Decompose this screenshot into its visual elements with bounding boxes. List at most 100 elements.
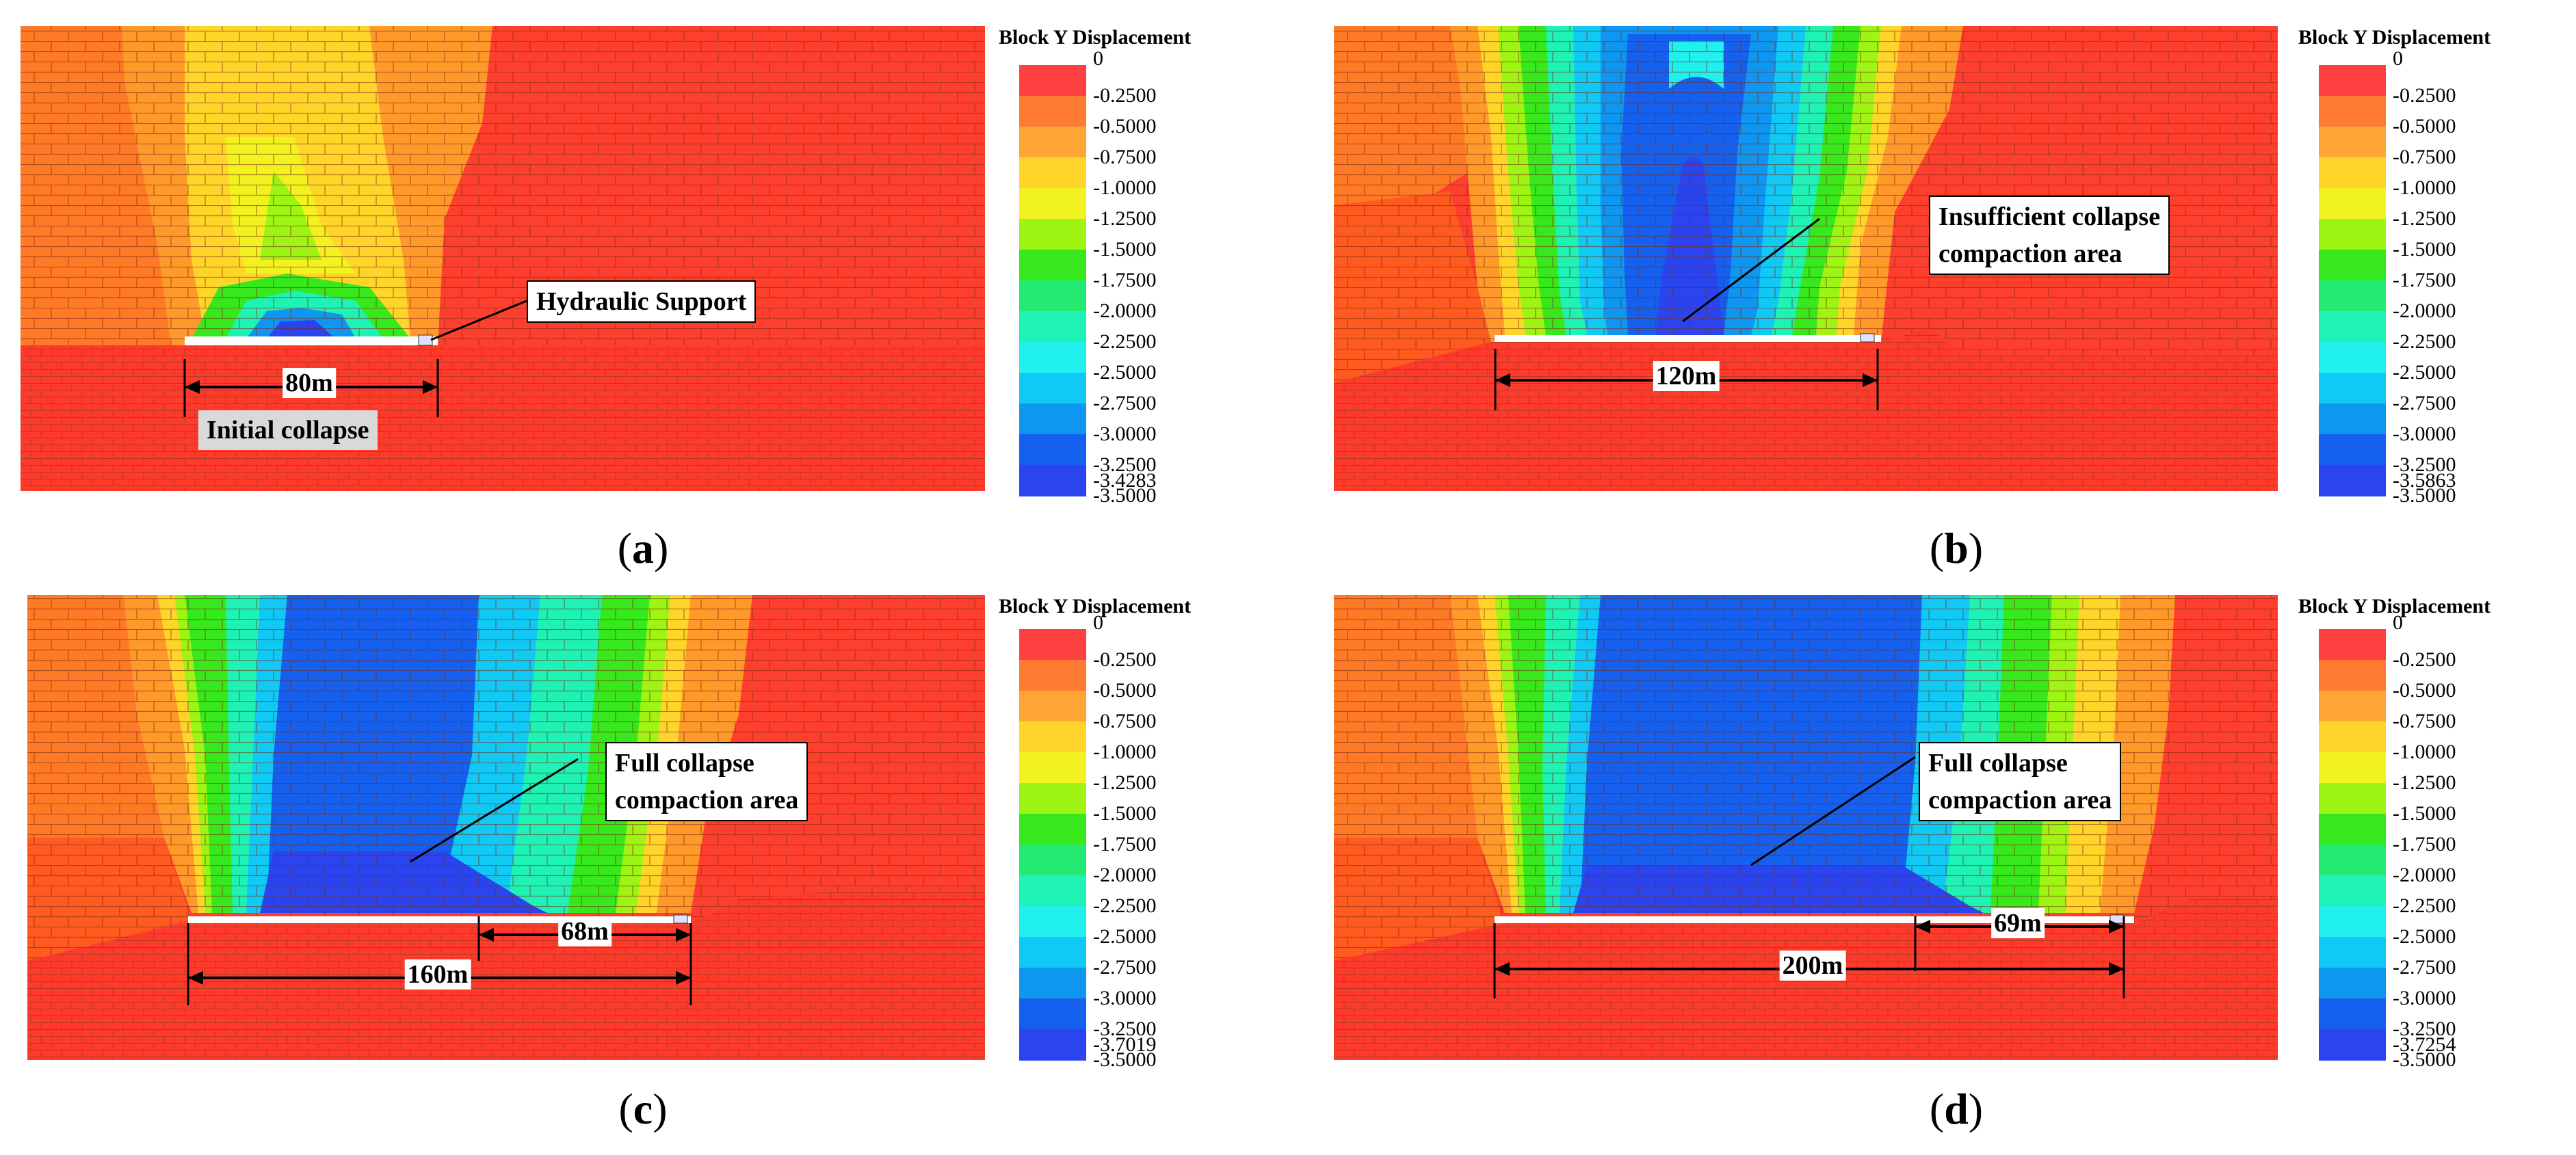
legend-swatch: [1019, 629, 1086, 661]
legend-swatch: [1019, 96, 1086, 127]
legend-label: -2.7500: [1093, 956, 1157, 979]
legend-label: -3.5863: [2393, 468, 2456, 492]
panel-label-a: (a): [617, 524, 669, 572]
hydraulic-support-callout: Hydraulic Support: [527, 280, 757, 323]
full-compaction-callout-c: Full collapse compaction area: [605, 742, 809, 821]
legend-b: 0 -0.2500 -0.5000 -0.7500 -1.0000 -1.2500 -1.5…: [2319, 47, 2572, 507]
legend-swatch: [1019, 814, 1086, 845]
legend-label: -0.2500: [1093, 84, 1157, 107]
legend-label: -3.4283: [1093, 468, 1157, 492]
legend-swatch: [2319, 465, 2386, 496]
callout-c-line2: compaction area: [615, 786, 799, 814]
legend-title-a: Block Y Displacement: [999, 26, 1192, 49]
legend-label: -0.2500: [1093, 648, 1157, 671]
legend-swatch: [2319, 127, 2386, 158]
legend-label: -1.0000: [2393, 176, 2456, 199]
legend-swatch: [2319, 906, 2386, 938]
panel-a: 80m Hydraulic Support Initial collapse B…: [0, 0, 1286, 578]
legend-title-b: Block Y Displacement: [2298, 26, 2491, 49]
legend-swatch: [1019, 127, 1086, 158]
legend-swatch: [1019, 434, 1086, 466]
legend-label: -0.5000: [1093, 679, 1157, 702]
legend-swatch: [2319, 721, 2386, 753]
legend-label: -1.7500: [2393, 833, 2456, 855]
legend-swatch: [1019, 403, 1086, 435]
legend-label: -2.2500: [2393, 330, 2456, 353]
legend-label: -1.5000: [1093, 238, 1157, 261]
legend-swatch: [1019, 465, 1086, 496]
insufficient-compaction-callout: Insufficient collapse compaction area: [1929, 196, 2170, 275]
legend-label: -3.0000: [1093, 987, 1157, 1009]
legend-label: -3.5000: [1093, 484, 1157, 507]
legend-swatch: [1019, 875, 1086, 907]
legend-label: -0.7500: [1093, 146, 1157, 168]
span-label-d: 200m: [1779, 951, 1846, 981]
legend-label: -3.5000: [2393, 484, 2456, 507]
legend-label: 0: [1093, 47, 1103, 70]
callout-c-line1: Full collapse: [615, 749, 754, 778]
panel-label-b: (b): [1929, 524, 1984, 572]
legend-swatch: [1019, 906, 1086, 938]
legend-swatch: [1019, 998, 1086, 1030]
legend-label: -1.2500: [1093, 771, 1157, 794]
legend-label: 0: [2393, 611, 2403, 634]
legend-label: -0.5000: [2393, 115, 2456, 137]
callout-d-line2: compaction area: [1928, 786, 2112, 814]
legend-label: -3.2500: [1093, 1018, 1157, 1040]
legend-swatch: [1019, 373, 1086, 404]
legend-swatch: [2319, 96, 2386, 127]
legend-label: -1.7500: [1093, 269, 1157, 291]
legend-swatch: [2319, 311, 2386, 343]
panel-d: 200m 69m Full collapse compaction area B…: [1313, 578, 2576, 1155]
legend-label: -1.2500: [2393, 771, 2456, 794]
callout-b-line1: Insufficient collapse: [1938, 202, 2161, 231]
legend-swatch: [1019, 783, 1086, 814]
legend-label: -2.2500: [2393, 894, 2456, 917]
legend-swatch: [2319, 219, 2386, 250]
legend-swatch: [1019, 752, 1086, 784]
legend-swatch: [2319, 937, 2386, 968]
legend-label: -3.7019: [1093, 1033, 1157, 1056]
legend-swatch: [2319, 342, 2386, 373]
legend-swatch: [2319, 250, 2386, 281]
legend-label: -3.0000: [2393, 987, 2456, 1009]
legend-swatch: [1019, 342, 1086, 373]
legend-label: -0.2500: [2393, 84, 2456, 107]
legend-label: -2.5000: [1093, 361, 1157, 384]
legend-label: 0: [2393, 47, 2403, 70]
legend-label: -1.0000: [1093, 176, 1157, 199]
legend-label: -2.5000: [2393, 925, 2456, 948]
legend-label: -0.5000: [1093, 115, 1157, 137]
callout-d-line1: Full collapse: [1928, 749, 2068, 778]
legend-swatch: [1019, 311, 1086, 343]
legend-swatch: [2319, 157, 2386, 189]
legend-label: -2.0000: [2393, 864, 2456, 886]
legend-label: -1.2500: [2393, 207, 2456, 230]
legend-label: -3.5000: [2393, 1048, 2456, 1071]
legend-label: -3.2500: [2393, 453, 2456, 476]
legend-swatch: [2319, 280, 2386, 312]
legend-label: -1.5000: [2393, 238, 2456, 261]
legend-label: -0.7500: [1093, 710, 1157, 732]
span-label-a: 80m: [282, 368, 336, 398]
panel-b: 120m Insufficient collapse compaction ar…: [1313, 0, 2576, 578]
initial-collapse-label: Initial collapse: [198, 410, 378, 450]
legend-swatch: [2319, 188, 2386, 220]
legend-swatch: [1019, 845, 1086, 876]
legend-label: -3.5000: [1093, 1048, 1157, 1071]
legend-swatch: [1019, 250, 1086, 281]
panel-c: 160m 68m Full collapse compaction area B…: [0, 578, 1286, 1155]
legend-label: -1.7500: [2393, 269, 2456, 291]
span-label-c: 160m: [404, 959, 471, 990]
legend-label: -2.0000: [2393, 300, 2456, 322]
legend-label: -1.0000: [1093, 741, 1157, 763]
legend-label: -3.2500: [1093, 453, 1157, 476]
legend-label: -3.0000: [2393, 423, 2456, 445]
legend-title-c: Block Y Displacement: [999, 595, 1192, 618]
legend-swatch: [1019, 65, 1086, 96]
legend-label: -2.2500: [1093, 330, 1157, 353]
legend-swatch: [2319, 403, 2386, 435]
legend-label: -3.7254: [2393, 1033, 2456, 1056]
compaction-length-label-c: 68m: [558, 916, 612, 946]
legend-swatch: [2319, 998, 2386, 1030]
